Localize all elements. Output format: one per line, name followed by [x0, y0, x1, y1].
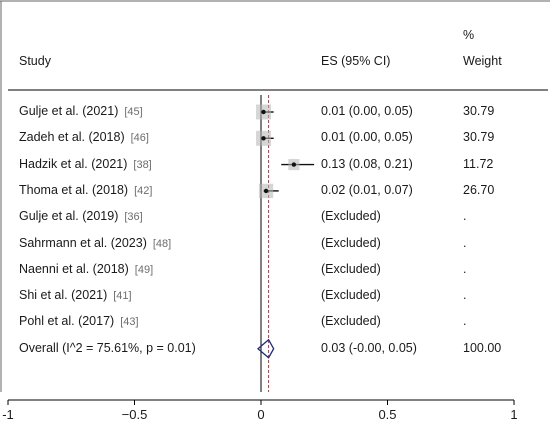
point-estimate [261, 109, 266, 115]
study-reference: [46] [130, 132, 149, 145]
overall-label: Overall (I^2 = 75.61%, p = 0.01) [19, 341, 196, 356]
study-name: Naenni et al. (2018) [19, 261, 129, 276]
es-column-header: ES (95% CI) [321, 54, 391, 68]
overall-es-ci: 0.03 (-0.00, 0.05) [321, 340, 417, 355]
study-weight: 30.79 [463, 130, 495, 145]
study-reference: [42] [134, 184, 153, 197]
study-label: Thoma et al. (2018) [42] [19, 183, 152, 199]
study-label: Sahrmann et al. (2023) [48] [19, 236, 171, 252]
study-label: Pohl et al. (2017) [43] [19, 314, 139, 330]
study-name: Pohl et al. (2017) [19, 314, 115, 329]
study-reference: [48] [152, 237, 172, 250]
study-es-ci: 0.01 (0.00, 0.05) [321, 130, 413, 145]
study-weight: . [463, 235, 467, 250]
study-weight: . [463, 261, 467, 276]
study-weight: 11.72 [463, 156, 494, 171]
study-name: Shi et al. (2021) [19, 288, 108, 303]
point-estimate [261, 136, 266, 141]
study-name: Gulje et al. (2021) [19, 104, 119, 118]
x-tick-label: 0 [257, 407, 264, 422]
overall-name: Overall (I^2 = 75.61%, p = 0.01) [19, 340, 196, 355]
overall-weight: 100.00 [463, 340, 502, 355]
point-estimate [291, 162, 297, 167]
study-label: Gulje et al. (2021) [45] [19, 104, 143, 120]
weight-column-header: Weight [463, 54, 502, 68]
study-name: Sahrmann et al. (2023) [19, 235, 147, 250]
study-reference: [41] [113, 290, 132, 303]
study-es-ci: (Excluded) [321, 314, 381, 329]
study-name: Hadzik et al. (2021) [19, 156, 128, 171]
study-label: Naenni et al. (2018) [49] [19, 262, 153, 278]
study-reference: [38] [133, 158, 152, 171]
overall-diamond [256, 338, 275, 359]
study-es-ci: 0.13 (0.08, 0.21) [321, 156, 413, 171]
study-reference: [36] [124, 211, 143, 224]
study-reference: [49] [134, 263, 154, 276]
study-label: Hadzik et al. (2021) [38] [19, 157, 152, 173]
study-weight: . [463, 209, 467, 224]
x-tick-label: −0.5 [122, 407, 148, 422]
study-reference: [43] [120, 316, 139, 329]
study-weight: 30.79 [463, 104, 495, 118]
study-column-header: Study [19, 54, 51, 68]
study-weight: 26.70 [463, 182, 495, 197]
point-estimate [263, 188, 269, 194]
study-name: Thoma et al. (2018) [19, 182, 129, 197]
study-weight: . [463, 288, 467, 303]
x-tick-label: -1 [2, 407, 14, 422]
study-reference: [45] [124, 106, 143, 118]
study-es-ci: (Excluded) [321, 261, 381, 276]
study-es-ci: 0.02 (0.01, 0.07) [321, 182, 413, 197]
x-tick-label: 0.5 [378, 407, 396, 422]
study-name: Gulje et al. (2019) [19, 209, 119, 224]
study-weight: . [463, 314, 467, 329]
weight-header-percent: % [463, 28, 475, 42]
study-label: Shi et al. (2021) [41] [19, 288, 132, 304]
study-label: Zadeh et al. (2018) [46] [19, 130, 149, 146]
study-es-ci: (Excluded) [321, 288, 381, 303]
study-es-ci: (Excluded) [321, 235, 381, 250]
x-tick-label: 1 [510, 407, 517, 422]
study-name: Zadeh et al. (2018) [19, 130, 125, 145]
study-es-ci: (Excluded) [321, 209, 381, 224]
study-label: Gulje et al. (2019) [36] [19, 209, 143, 225]
study-es-ci: 0.01 (0.00, 0.05) [321, 104, 413, 118]
